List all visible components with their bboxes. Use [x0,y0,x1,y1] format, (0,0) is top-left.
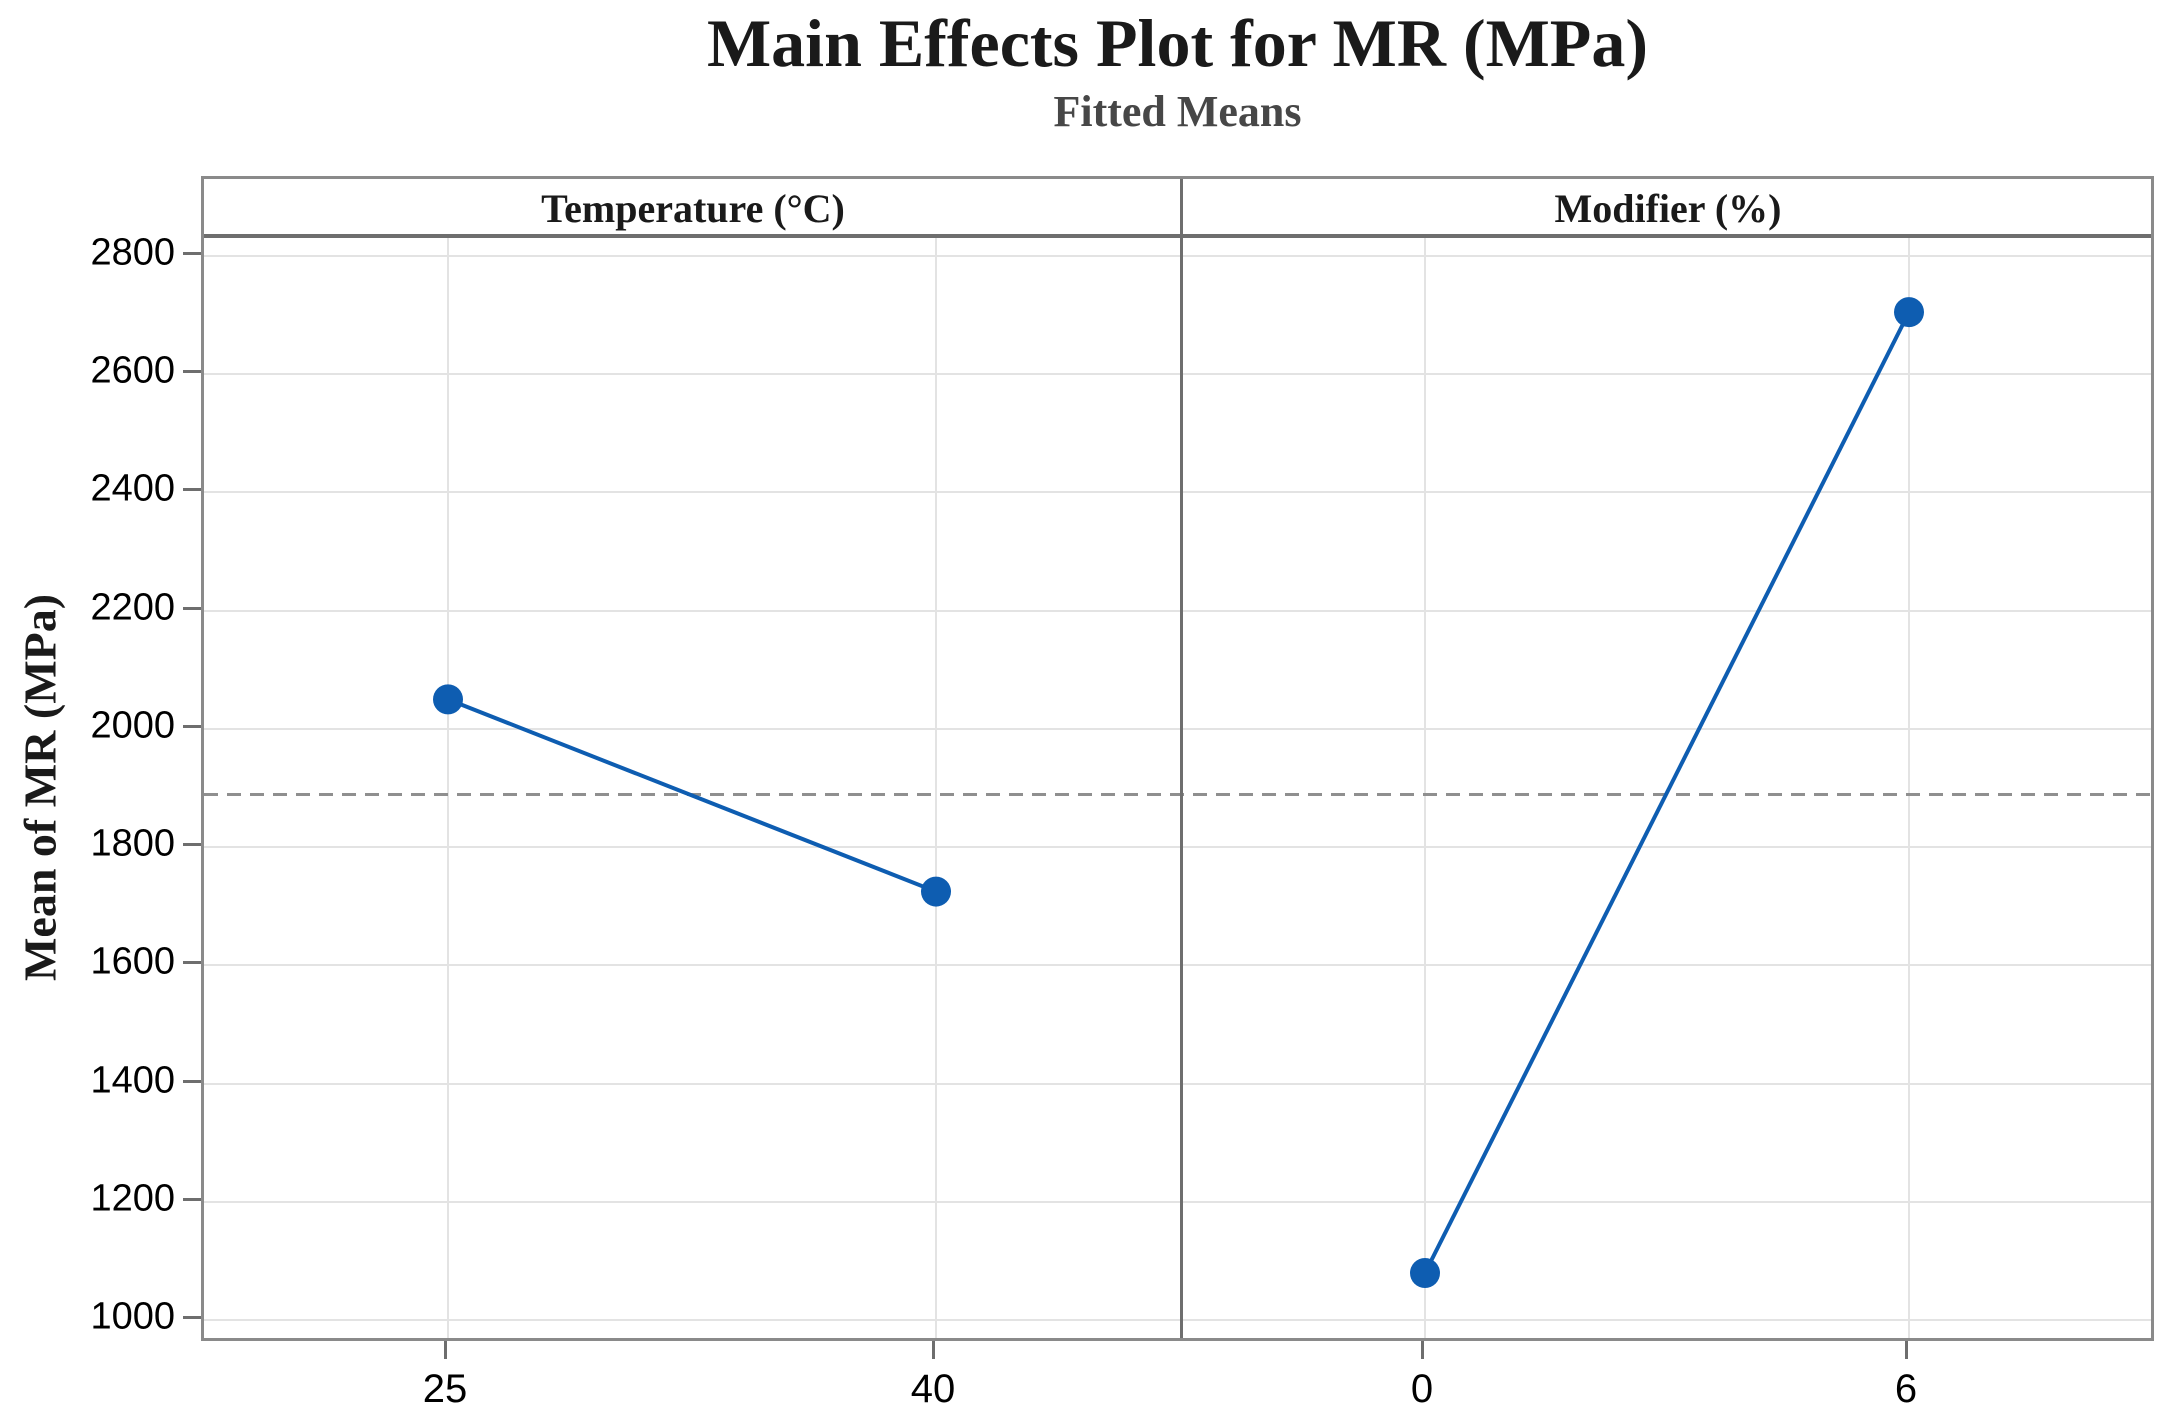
data-point-marker [1894,297,1924,328]
x-axis-tick [1905,1341,1908,1359]
h-gridline [204,609,2151,612]
series-line [447,697,937,894]
h-gridline [204,1082,2151,1085]
y-axis-tick [183,1316,201,1320]
y-tick-label: 2000 [90,704,175,747]
series-line [1423,311,1911,1274]
y-axis-tick [183,843,201,847]
chart-title: Main Effects Plot for MR (MPa) [707,5,1648,81]
h-gridline [204,373,2151,376]
y-axis-tick [183,961,201,965]
v-gridline [935,237,937,1338]
y-axis-tick [183,1198,201,1201]
x-axis-tick [1421,1341,1424,1359]
v-gridline [447,237,449,1338]
h-gridline [204,1319,2151,1322]
x-tick-label: 6 [1894,1367,1918,1411]
plot-area: Temperature (°C) Modifier (%) [201,176,2154,1341]
v-gridline [1908,237,1910,1338]
y-tick-label: 1400 [90,1059,175,1102]
h-gridline [204,846,2151,849]
y-tick-label: 1600 [90,940,175,983]
series-layer [433,297,1924,1288]
h-gridline [204,1201,2151,1203]
y-axis-tick [183,370,201,374]
x-tick-label: 0 [1410,1367,1434,1411]
y-axis-tick [183,251,201,255]
y-tick-label: 1000 [90,1295,175,1338]
panel-header-temperature: Temperature (°C) [541,185,845,231]
y-tick-label: 2400 [90,467,175,510]
y-tick-label: 1800 [90,822,175,865]
y-axis-tick [183,724,201,728]
chart-subtitle: Fitted Means [1053,87,1302,136]
panel-header-separator [204,234,2151,238]
y-tick-label: 2200 [90,586,175,629]
h-gridline [204,964,2151,967]
h-gridline [204,491,2151,494]
y-axis-tick [183,606,201,610]
data-point-marker [433,684,463,715]
h-gridline [204,254,2151,257]
y-axis-tick [183,488,201,492]
v-gridline [1424,237,1426,1338]
y-axis-title: Mean of MR (MPa) [14,593,66,982]
y-axis-tick [183,1079,201,1083]
y-tick-label: 1200 [90,1177,175,1220]
x-axis-tick [932,1341,935,1359]
y-tick-label: 2800 [90,231,175,274]
panel-divider [1180,179,1183,1338]
h-gridline [204,727,2151,730]
x-tick-label: 40 [910,1367,956,1411]
data-point-marker [1410,1257,1440,1288]
data-point-marker [921,876,951,907]
panel-header-modifier: Modifier (%) [1554,185,1782,231]
grand-mean-dashed-line [204,792,2151,796]
x-tick-label: 25 [422,1367,468,1411]
y-tick-label: 2600 [90,349,175,392]
x-axis-tick [444,1341,447,1359]
